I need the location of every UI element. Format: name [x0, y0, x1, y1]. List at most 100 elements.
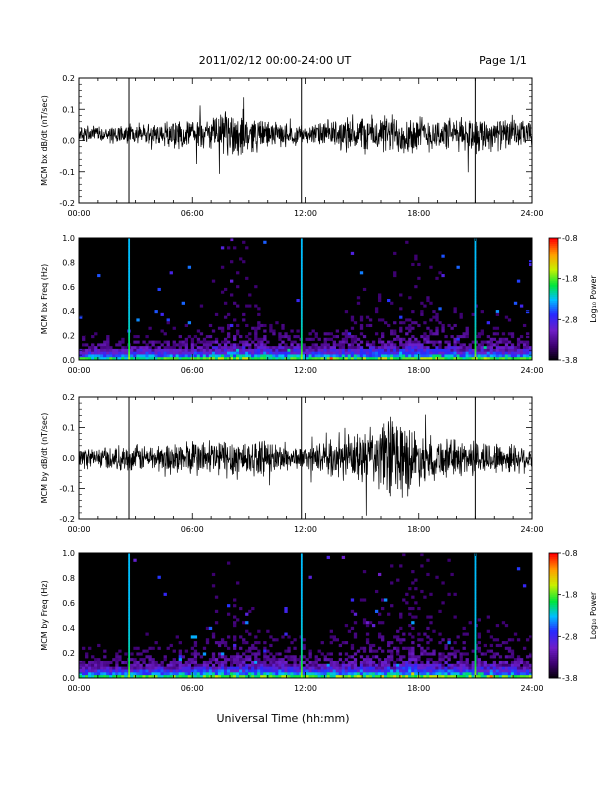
spectrogram-cell	[263, 357, 267, 361]
spectrogram-cell	[356, 301, 361, 305]
spectrogram-cell	[220, 666, 225, 670]
spectrogram-broadband-line	[474, 254, 477, 258]
spectrogram-cell	[408, 652, 412, 656]
spectrogram-cell	[371, 669, 376, 673]
spectrogram-broadband-line	[300, 299, 303, 303]
spectrogram-cell	[184, 340, 189, 344]
spectrogram-broadband-line	[300, 601, 303, 605]
spectrogram-cell	[429, 615, 433, 619]
colorbar-swatch	[549, 623, 558, 627]
spectrogram-cell	[308, 357, 312, 361]
spectrogram-cell	[166, 357, 170, 361]
spectrogram-cell	[447, 323, 451, 328]
spectrogram-cell	[151, 348, 155, 352]
spectrogram-cell	[220, 265, 225, 269]
spectrogram-cell	[399, 329, 403, 333]
spectrogram-broadband-line	[128, 254, 131, 258]
spectrogram-cell	[296, 675, 300, 679]
y-tick-label: -0.1	[59, 485, 75, 494]
spectrogram-broadband-line	[300, 612, 303, 616]
spectrogram-cell	[453, 357, 457, 361]
spectrogram-cell	[417, 638, 421, 642]
spectrogram-cell	[374, 649, 379, 653]
colorbar-swatch	[549, 244, 558, 247]
spectrogram-cell	[136, 348, 140, 352]
spectrogram-cell	[278, 658, 282, 662]
spectrogram-cell	[181, 357, 185, 361]
spectrogram-cell	[226, 357, 231, 361]
spectrogram-cell	[453, 348, 457, 352]
x-tick-label: 24:00	[520, 684, 543, 693]
spectrogram-cell	[405, 351, 409, 355]
spectrogram-cell	[399, 655, 403, 659]
spectrogram-cell	[399, 666, 403, 670]
spectrogram-broadband-line	[474, 262, 477, 267]
spectrogram-cell	[233, 615, 237, 619]
spectrogram-cell	[272, 348, 276, 352]
spectrogram-cell	[426, 354, 430, 358]
spectrogram-cell	[103, 666, 107, 670]
spectrogram-broadband-line	[128, 348, 131, 352]
spectrogram-cell	[226, 323, 231, 328]
spectrogram-cell	[205, 348, 210, 352]
spectrogram-cell	[423, 332, 427, 336]
spectrogram-cell	[338, 351, 343, 355]
spectrogram-cell	[275, 652, 279, 656]
spectrogram-cell	[226, 561, 231, 565]
spectrogram-broadband-line	[474, 658, 477, 662]
spectrogram-cell	[136, 672, 140, 676]
spectrogram-cell	[462, 357, 466, 361]
spectrogram-broadband-line	[300, 354, 303, 358]
spectrogram-cell	[471, 675, 475, 679]
spectrogram-cell	[507, 318, 512, 322]
spectrogram-cell	[477, 354, 481, 358]
spectrogram-broadband-line	[474, 641, 477, 645]
spectrogram-cell	[522, 669, 527, 673]
spectrogram-cell	[208, 626, 213, 630]
spectrogram-cell	[205, 641, 210, 645]
spectrogram-cell	[193, 335, 198, 339]
spectrogram-cell	[178, 658, 182, 662]
spectrogram-broadband-line	[474, 296, 477, 300]
spectrogram-cell	[187, 351, 192, 355]
spectrogram-cell	[326, 354, 330, 358]
spectrogram-cell	[356, 672, 361, 676]
spectrogram-cell	[160, 351, 164, 355]
spectrogram-cell	[347, 629, 352, 633]
spectrogram-cell	[471, 354, 475, 358]
spectrogram-broadband-line	[128, 357, 131, 361]
spectrogram-cell	[254, 332, 258, 336]
spectrogram-cell	[260, 351, 264, 355]
spectrogram-cell	[88, 669, 92, 673]
colorbar-swatch	[549, 605, 558, 608]
spectrogram-cell	[402, 660, 406, 665]
spectrogram-cell	[362, 357, 367, 361]
spectrogram-cell	[287, 649, 291, 653]
spectrogram-cell	[516, 567, 521, 571]
colorbar-swatch	[549, 553, 558, 556]
spectrogram-cell	[477, 663, 481, 667]
colorbar-frame	[548, 552, 559, 679]
colorbar-swatch	[549, 264, 558, 267]
spectrogram-cell	[275, 675, 279, 679]
spectrogram-cell	[414, 254, 418, 258]
spectrogram-cell	[417, 343, 421, 347]
spectrogram-cell	[381, 354, 385, 358]
spectrogram-cell	[151, 658, 155, 662]
colorbar-swatch	[549, 659, 558, 662]
spectrogram-cell	[465, 348, 469, 352]
spectrogram-broadband-line	[474, 589, 477, 594]
spectrogram-cell	[365, 658, 370, 662]
spectrogram-cell	[456, 340, 460, 344]
spectrogram-cell	[492, 652, 497, 656]
spectrogram-cell	[399, 564, 403, 568]
spectrogram-cell	[387, 357, 391, 361]
spectrogram-cell	[510, 357, 515, 361]
spectrogram-cell	[91, 354, 95, 358]
spectrogram-cell	[245, 641, 249, 645]
spectrogram-cell	[214, 621, 219, 625]
spectrogram-cell	[278, 357, 282, 361]
spectrogram-cell	[254, 660, 258, 665]
spectrogram-cell	[417, 346, 421, 350]
spectrogram-cell	[272, 329, 276, 333]
